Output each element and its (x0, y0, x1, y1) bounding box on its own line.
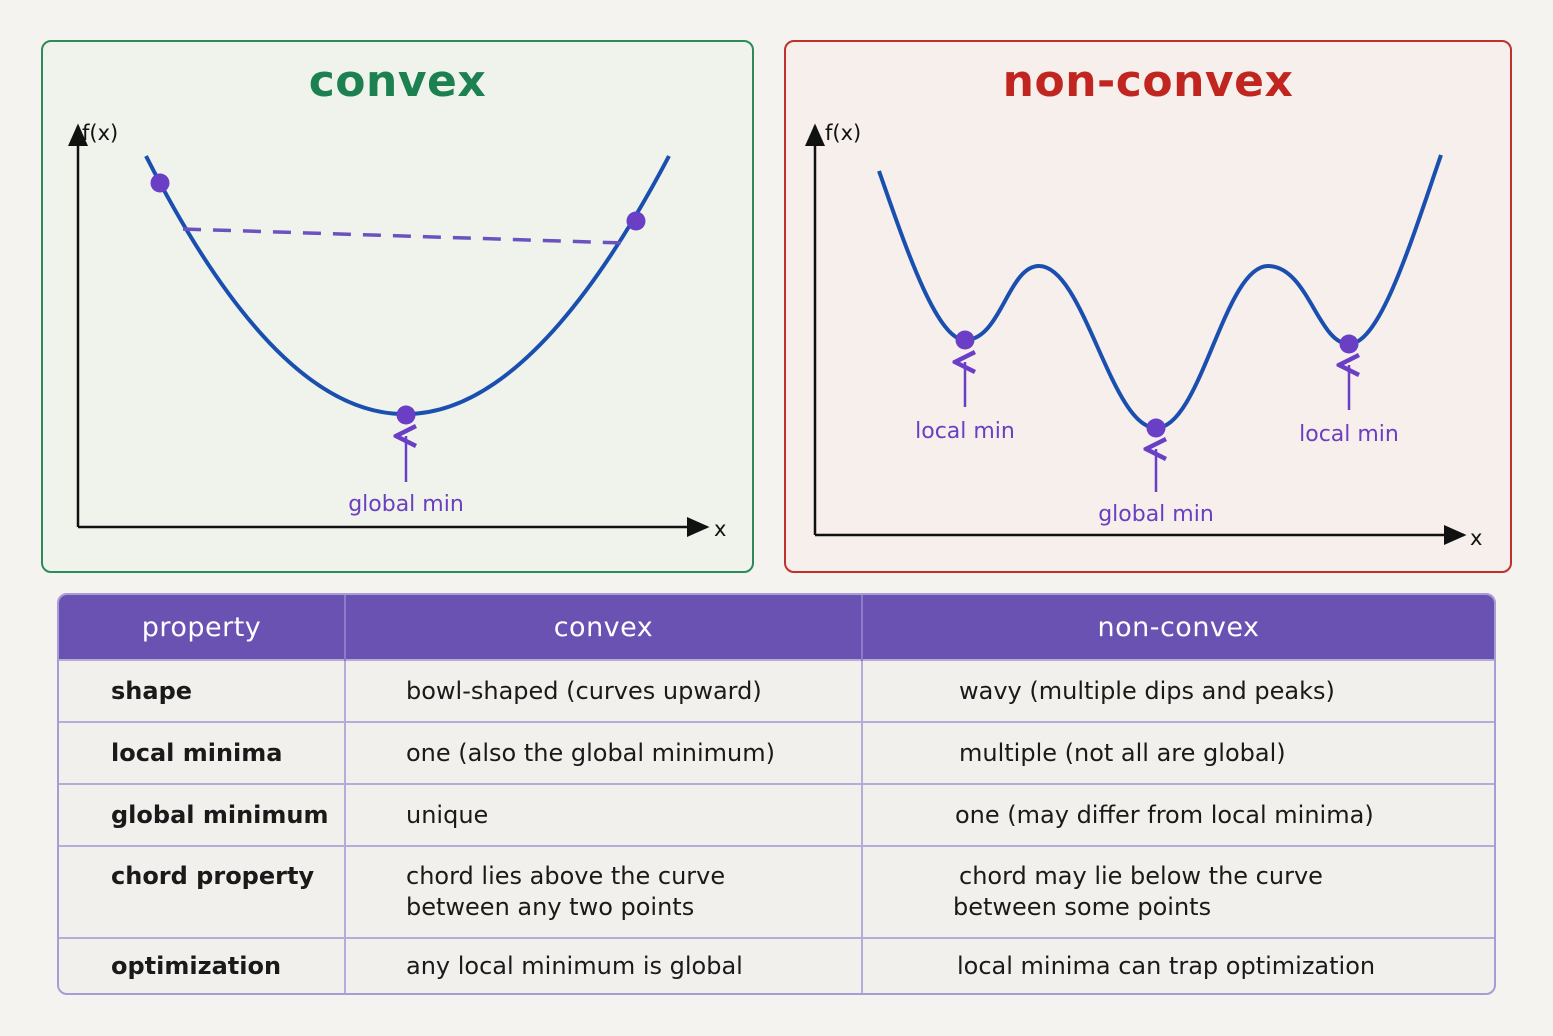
cell-line: multiple (not all are global) (959, 738, 1286, 767)
table-row: global minimum unique one (may differ fr… (59, 783, 1494, 846)
cell-line: chord may lie below the curve (959, 862, 1323, 890)
nonconvex-local-min-right-label: local min (1299, 422, 1399, 447)
table-row: chord property chord lies above the curv… (59, 845, 1494, 938)
cell-line: unique (406, 800, 489, 829)
row-convex: chord lies above the curve between any t… (345, 845, 863, 938)
convex-curve (144, 155, 671, 417)
convex-plot: f(x) x global min (68, 121, 726, 541)
nonconvex-y-axis-label: f(x) (825, 121, 861, 145)
row-convex: unique (345, 783, 863, 846)
convex-panel: convex f(x) x global min (41, 40, 754, 573)
row-nonconvex: multiple (not all are global) (862, 721, 1494, 784)
cell-line: chord lies above the curve (406, 862, 726, 890)
convex-x-axis-label: x (714, 517, 726, 541)
convex-chord (182, 227, 624, 245)
cell-line: one (also the global minimum) (406, 738, 775, 767)
nonconvex-global-min-label: global min (1098, 502, 1214, 527)
cell-line: between any two points (406, 893, 695, 921)
table-row: local minima one (also the global minimu… (59, 721, 1494, 784)
cell-line: between some points (953, 893, 1212, 921)
row-property: global minimum (59, 783, 346, 846)
cell-line: one (may differ from local minima) (955, 800, 1374, 829)
cell-line: wavy (multiple dips and peaks) (959, 676, 1335, 705)
cell-line: bowl-shaped (curves upward) (406, 676, 762, 705)
table-header-row: property convex non-convex (59, 595, 1494, 660)
nonconvex-x-axis-label: x (1470, 526, 1482, 550)
table-row: optimization any local minimum is global… (59, 937, 1494, 993)
row-nonconvex: local minima can trap optimization (862, 937, 1494, 993)
row-property: chord property (59, 845, 346, 938)
cell-line: local minima can trap optimization (957, 951, 1376, 980)
nonconvex-local-min-left-label: local min (915, 419, 1015, 444)
row-nonconvex: one (may differ from local minima) (862, 783, 1494, 846)
nonconvex-local-min-right-point (1339, 334, 1359, 354)
row-convex: any local minimum is global (345, 937, 863, 993)
nonconvex-title: non-convex (1002, 56, 1294, 107)
header-nonconvex: non-convex (862, 595, 1494, 660)
cell-line: any local minimum is global (406, 951, 743, 980)
row-property: shape (59, 659, 346, 722)
header-property: property (59, 595, 346, 660)
row-convex: bowl-shaped (curves upward) (345, 659, 863, 722)
nonconvex-local-min-left-point (955, 330, 975, 350)
nonconvex-plot: f(x) x local min global min local min (805, 121, 1482, 550)
convex-y-axis-label: f(x) (82, 121, 118, 145)
row-property: local minima (59, 721, 346, 784)
nonconvex-panel: non-convex f(x) x local min global min l… (784, 40, 1512, 573)
comparison-table: property convex non-convex shape bowl-sh… (57, 593, 1496, 995)
convex-global-min-point (396, 405, 416, 425)
convex-global-min-label: global min (348, 492, 464, 517)
row-nonconvex: chord may lie below the curve between so… (862, 845, 1494, 938)
convex-title: convex (308, 56, 487, 107)
nonconvex-global-min-point (1146, 418, 1166, 438)
convex-point-left (150, 173, 170, 193)
header-convex: convex (345, 595, 863, 660)
table-row: shape bowl-shaped (curves upward) wavy (… (59, 659, 1494, 722)
nonconvex-curve (877, 154, 1443, 431)
row-nonconvex: wavy (multiple dips and peaks) (862, 659, 1494, 722)
row-property: optimization (59, 937, 346, 993)
convex-point-right (626, 211, 646, 231)
row-convex: one (also the global minimum) (345, 721, 863, 784)
